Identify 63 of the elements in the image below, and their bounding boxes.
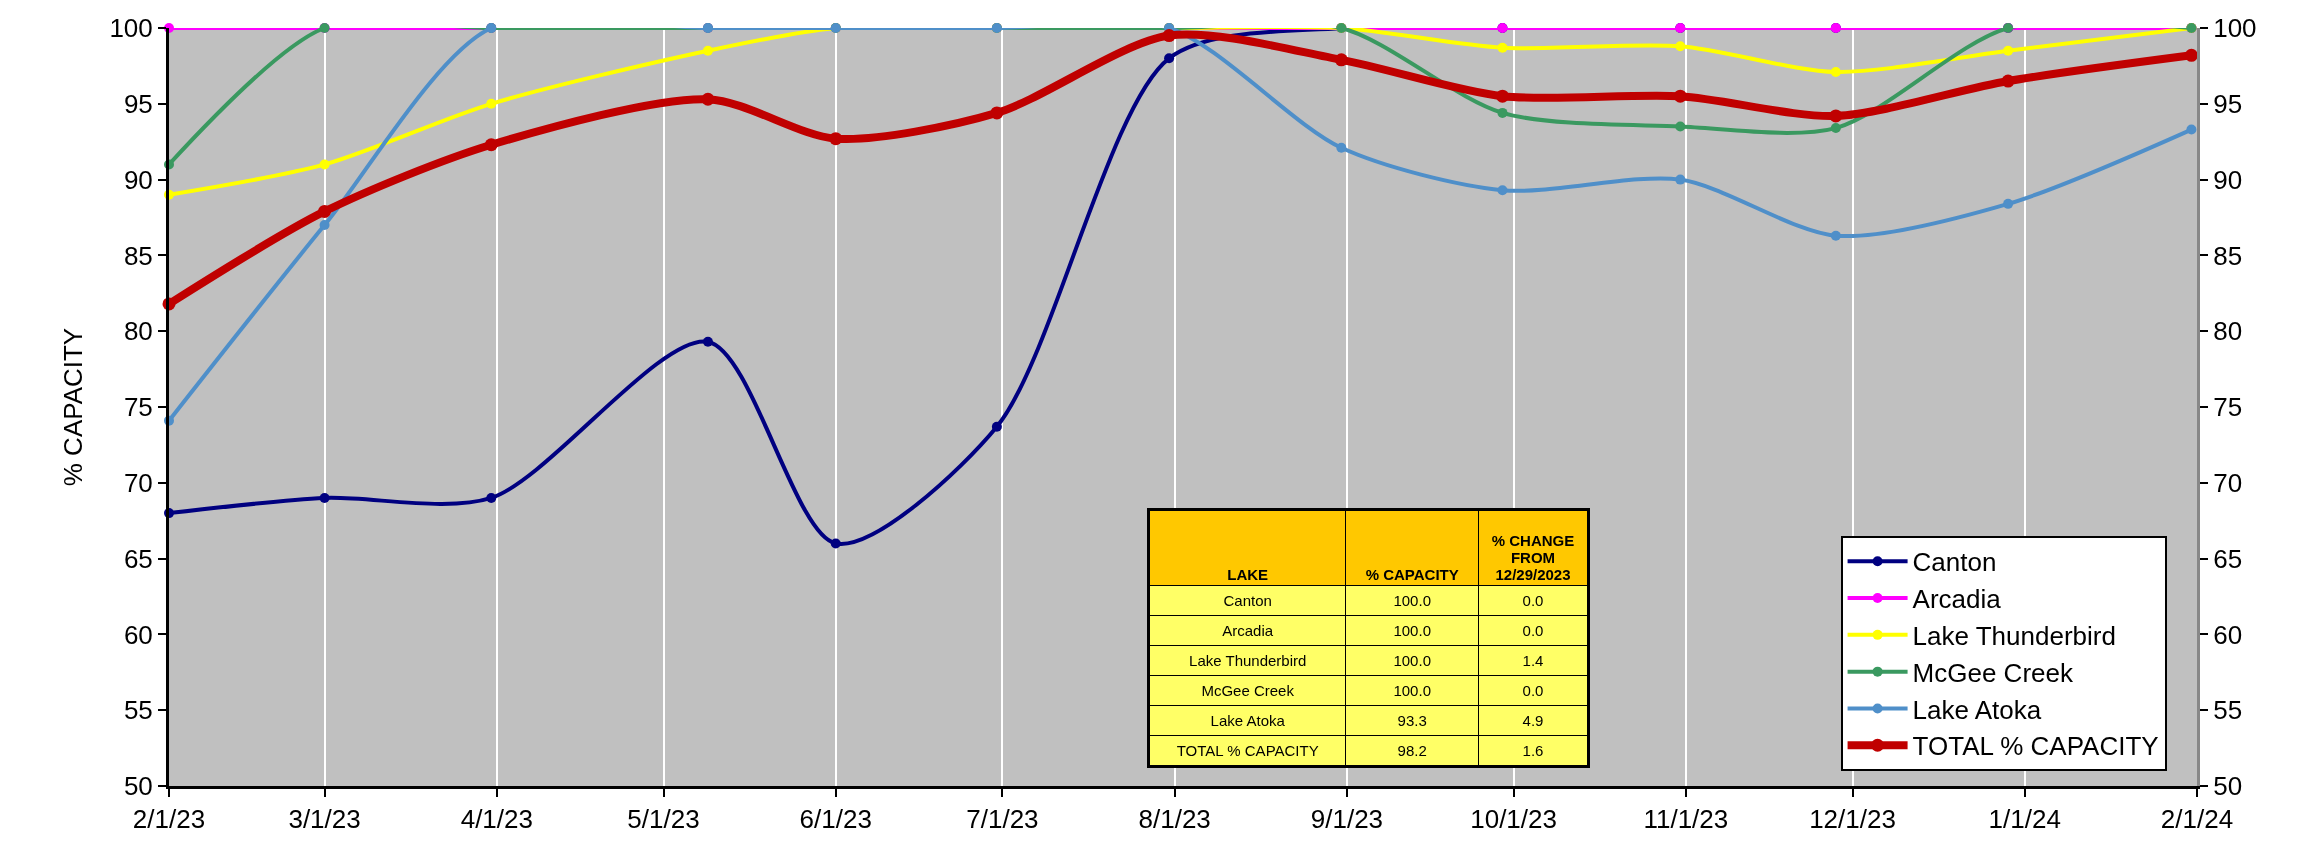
legend-label: Arcadia bbox=[1912, 584, 2002, 615]
x-tick-label: 11/1/23 bbox=[1643, 804, 1729, 835]
y-tick-label: 50 bbox=[123, 771, 153, 802]
annotation: 100.0 bbox=[1345, 645, 1479, 676]
annotation: 4.9 bbox=[1478, 705, 1589, 736]
legend-label: TOTAL % CAPACITY bbox=[1912, 731, 2159, 762]
annotation: 0.0 bbox=[1478, 675, 1589, 706]
x-tick-label: 12/1/23 bbox=[1809, 804, 1896, 835]
y-tick-label: 80 bbox=[123, 316, 153, 347]
x-tick-label: 8/1/23 bbox=[1138, 804, 1211, 835]
y2-tick-label: 100 bbox=[2213, 13, 2257, 44]
annotation: Lake Thunderbird bbox=[1148, 645, 1346, 676]
y-tick-label: 100 bbox=[109, 13, 153, 44]
legend-label: McGee Creek bbox=[1912, 657, 2074, 688]
annotation: 1.6 bbox=[1478, 735, 1589, 767]
y2-tick-label: 55 bbox=[2213, 695, 2243, 726]
annotation: 100.0 bbox=[1345, 615, 1479, 646]
y-tick-label: 85 bbox=[123, 240, 153, 271]
annotation: % CAPACITY bbox=[1345, 509, 1479, 586]
x-tick-label: 2/1/24 bbox=[2160, 804, 2234, 835]
annotation: 0.0 bbox=[1478, 615, 1589, 646]
annotation: 98.2 bbox=[1345, 735, 1479, 767]
annotation: 93.3 bbox=[1345, 705, 1479, 736]
y-tick-label: 75 bbox=[123, 392, 153, 423]
y2-tick-label: 75 bbox=[2213, 392, 2243, 423]
annotation: 1.4 bbox=[1478, 645, 1589, 676]
x-tick-label: 6/1/23 bbox=[799, 804, 872, 835]
y-axis-title: % CAPACITY bbox=[57, 327, 88, 487]
x-tick-label: 1/1/24 bbox=[1988, 804, 2061, 835]
legend-label: Lake Atoka bbox=[1912, 694, 2042, 725]
y-tick-label: 65 bbox=[123, 543, 153, 574]
x-tick-label: 7/1/23 bbox=[966, 804, 1039, 835]
y2-tick-label: 70 bbox=[2213, 467, 2243, 498]
annotation: 100.0 bbox=[1345, 585, 1479, 616]
y-tick-label: 90 bbox=[123, 164, 153, 195]
y2-tick-label: 95 bbox=[2213, 88, 2243, 119]
annotation: 100.0 bbox=[1345, 675, 1479, 706]
annotation: Lake Atoka bbox=[1148, 705, 1346, 736]
y-tick-label: 95 bbox=[123, 88, 153, 119]
annotation: Canton bbox=[1148, 585, 1346, 616]
x-tick-label: 5/1/23 bbox=[627, 804, 700, 835]
y2-tick-label: 90 bbox=[2213, 164, 2243, 195]
annotation: 0.0 bbox=[1478, 585, 1589, 616]
x-tick-label: 9/1/23 bbox=[1310, 804, 1384, 835]
x-tick-label: 4/1/23 bbox=[460, 804, 533, 835]
annotation: % CHANGE FROM 12/29/2023 bbox=[1478, 509, 1589, 586]
y-tick-label: 70 bbox=[123, 467, 153, 498]
y2-tick-label: 80 bbox=[2213, 316, 2243, 347]
legend-label: Lake Thunderbird bbox=[1912, 620, 2116, 651]
annotation: LAKE bbox=[1148, 509, 1346, 586]
annotation: Arcadia bbox=[1148, 615, 1346, 646]
legend-label: Canton bbox=[1912, 547, 1997, 578]
y-tick-label: 55 bbox=[123, 695, 153, 726]
x-tick-label: 2/1/23 bbox=[132, 804, 206, 835]
y2-tick-label: 85 bbox=[2213, 240, 2243, 271]
y2-tick-label: 60 bbox=[2213, 619, 2243, 650]
y2-tick-label: 65 bbox=[2213, 543, 2243, 574]
annotation: McGee Creek bbox=[1148, 675, 1346, 706]
y-tick-label: 60 bbox=[123, 619, 153, 650]
x-tick-label: 3/1/23 bbox=[288, 804, 361, 835]
x-tick-label: 10/1/23 bbox=[1470, 804, 1557, 835]
y2-tick-label: 50 bbox=[2213, 771, 2243, 802]
annotation: TOTAL % CAPACITY bbox=[1148, 735, 1346, 767]
